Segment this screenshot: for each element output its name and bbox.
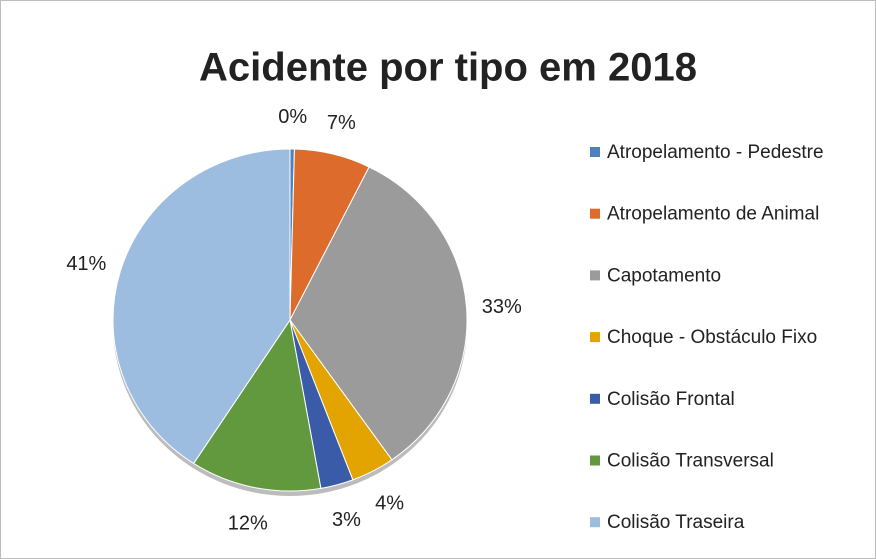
data-label: 12% [228, 512, 268, 534]
legend-label: Capotamento [607, 265, 721, 286]
legend-swatch [590, 455, 600, 466]
legend-label: Choque - Obstáculo Fixo [607, 327, 817, 348]
pie-slice [192, 318, 322, 492]
legend-swatch [590, 208, 600, 219]
legend-label: Atropelamento de Animal [607, 204, 819, 225]
legend-label: Colisão Frontal [607, 389, 735, 410]
data-label: 4% [375, 493, 404, 515]
legend-label: Colisão Traseira [607, 512, 745, 533]
data-label: 41% [66, 253, 106, 275]
legend-swatch [590, 147, 600, 157]
data-label: 3% [332, 509, 361, 531]
pie-slice [289, 166, 468, 461]
legend-swatch [590, 517, 600, 528]
chart-title: Acidente por tipo em 2018 [199, 46, 697, 90]
pie-slice [112, 148, 291, 465]
legend-swatch [590, 270, 600, 281]
legend-label: Colisão Transversal [607, 451, 774, 472]
legend-swatch [590, 332, 600, 343]
legend-label: Atropelamento - Pedestre [607, 142, 824, 163]
data-label: 7% [327, 112, 356, 134]
legend-swatch [590, 393, 600, 404]
data-label: 0% [278, 106, 307, 128]
data-label: 33% [482, 296, 522, 318]
